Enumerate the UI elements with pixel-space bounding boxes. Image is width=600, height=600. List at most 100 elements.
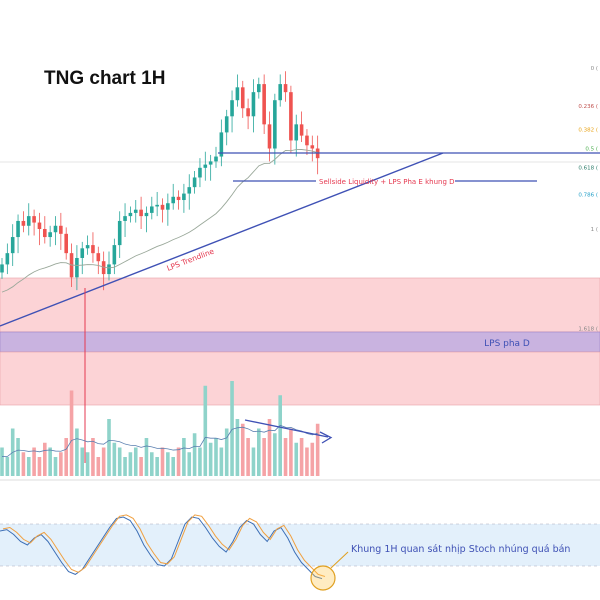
volume-bar [43,442,47,476]
zone-label: LPS pha D [484,339,530,349]
lps-trendline [0,152,444,327]
volume-bar [59,452,63,476]
volume-bar [69,390,74,476]
chart-title: TNG chart 1H [44,68,166,89]
candle-body [101,261,106,275]
candle-body [80,248,85,258]
candle-body [107,264,111,275]
candle-body [48,232,52,238]
candle-body [150,206,154,213]
volume-bar [85,452,90,476]
candle-body [299,124,304,136]
candle-body [32,216,36,223]
volume-bar [139,457,143,476]
volume-bar [219,447,224,476]
volume-bar [64,438,68,476]
candle-body [289,92,293,141]
volume-bar [53,457,58,476]
volume-bar [144,438,149,476]
volume-bar [257,428,261,476]
fib-label: 0.618 ( [578,165,598,171]
candle-body [10,237,15,254]
candle-body [171,196,175,204]
candle-body [257,84,261,93]
candle-body [219,132,224,157]
candle-body [192,177,197,188]
fib-label: 1 ( [591,227,598,233]
candle-body [214,156,218,162]
volume-arrow [244,419,329,438]
volume-bar [26,457,31,476]
candle-body [16,220,20,238]
candle-body [96,253,101,262]
oversold-highlight [310,565,336,591]
candle-body [5,253,10,265]
trendline-label: LPS Trendline [165,246,215,272]
volume-bar [208,442,213,476]
volume-bar [75,428,79,476]
volume-bar [21,452,26,476]
candle-body [224,116,229,133]
demand-zone-upper [0,277,600,333]
candle-body [21,220,26,226]
volume-bar [5,457,10,476]
stoch-d-line [2,514,326,577]
volume-bar [246,438,250,476]
volume-bar [198,447,202,476]
volume-bar [91,438,95,476]
candle-body [305,135,309,146]
volume-bar [203,385,208,476]
fib-label: 0.5 ( [585,147,598,153]
candle-body [155,204,159,207]
volume-bar [117,447,122,476]
candle-body [273,100,277,149]
candle-body [267,124,272,149]
candle-body [187,187,192,194]
ema-line [1,149,318,293]
candle-body [53,225,58,233]
volume-bar [171,457,175,476]
volume-bar [80,447,85,476]
candle-body [246,108,250,117]
candle-body [283,84,288,93]
fib-label: 0 ( [591,66,598,72]
sellside-label: Sellside Liquidity + LPS Pha E khung D [319,178,455,186]
volume-bar [262,438,266,476]
volume-bar [230,381,234,476]
candle-body [85,245,90,249]
volume-bar [48,447,52,476]
candle-body [240,87,245,109]
candle-body [59,225,63,234]
volume-bar [224,428,229,476]
fib-label: 0.382 ( [578,128,598,134]
fib-label: 0.236 ( [578,104,598,110]
volume-bar [305,447,309,476]
volume-bar [294,442,299,476]
candle-body [182,193,186,201]
volume-bar [273,433,277,476]
volume-bar [289,428,293,476]
volume-bar [107,419,111,476]
fib-label: 1.618 ( [578,326,598,332]
volume-bar [299,438,304,476]
candle-body [262,84,266,125]
volume-bar [166,452,170,476]
volume-bar [112,442,117,476]
volume-bar [278,395,282,476]
volume-bar [214,438,218,476]
candle-body [26,216,31,226]
candle-body [139,209,143,217]
candle-body [160,204,165,210]
candle-body [208,161,213,165]
volume-bar [16,438,20,476]
candle-body [235,87,240,101]
volume-bar [150,452,154,476]
candle-body [294,124,299,141]
fib-label: 0.786 ( [578,193,598,199]
volume-bar [251,447,256,476]
arrow-head-icon [319,431,333,444]
candle-body [75,257,79,278]
candle-body [230,100,234,117]
candle-body [64,233,68,254]
